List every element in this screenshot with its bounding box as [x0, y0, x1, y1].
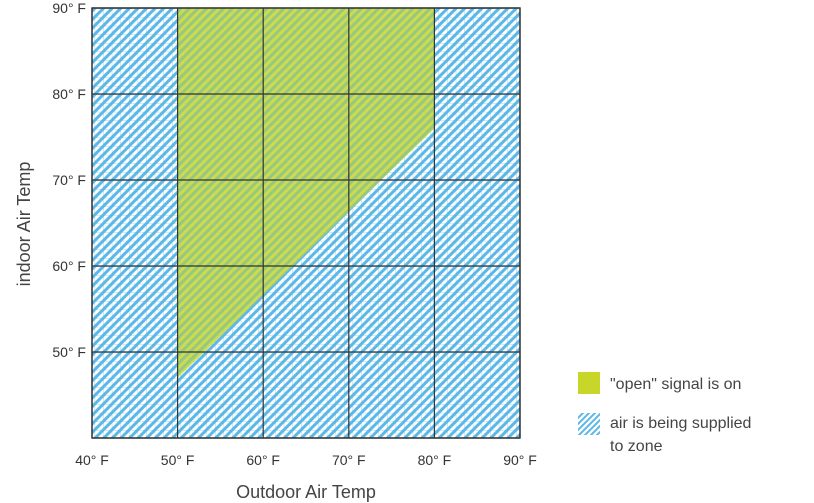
legend-swatch-open-signal	[578, 372, 600, 394]
legend-label-air-supplied-line1: air is being supplied	[610, 415, 751, 432]
legend: "open" signal is on air is being supplie…	[578, 372, 751, 455]
plot-frame	[91, 7, 521, 439]
y-axis-title: indoor Air Temp	[14, 162, 34, 287]
plot-area	[92, 8, 520, 438]
legend-swatch-air-supplied	[578, 413, 600, 435]
x-tick-label: 90° F	[503, 452, 537, 468]
x-tick-label: 80° F	[418, 452, 452, 468]
y-tick-label: 90° F	[52, 0, 86, 16]
legend-label-open-signal: "open" signal is on	[610, 376, 741, 393]
legend-label-air-supplied-line2: to zone	[610, 438, 663, 455]
y-tick-label: 80° F	[52, 86, 86, 102]
grid	[91, 7, 521, 439]
x-tick-label: 60° F	[246, 452, 280, 468]
x-tick-label: 40° F	[75, 452, 109, 468]
x-tick-label: 50° F	[161, 452, 195, 468]
x-axis-ticks: 40° F 50° F 60° F 70° F 80° F 90° F	[75, 452, 537, 468]
x-axis-title: Outdoor Air Temp	[236, 482, 376, 502]
y-tick-label: 60° F	[52, 258, 86, 274]
y-tick-label: 70° F	[52, 172, 86, 188]
y-tick-label: 50° F	[52, 344, 86, 360]
open-signal-region-hatch	[177, 8, 435, 378]
x-tick-label: 70° F	[332, 452, 366, 468]
y-axis-ticks: 50° F 60° F 70° F 80° F 90° F	[52, 0, 86, 360]
